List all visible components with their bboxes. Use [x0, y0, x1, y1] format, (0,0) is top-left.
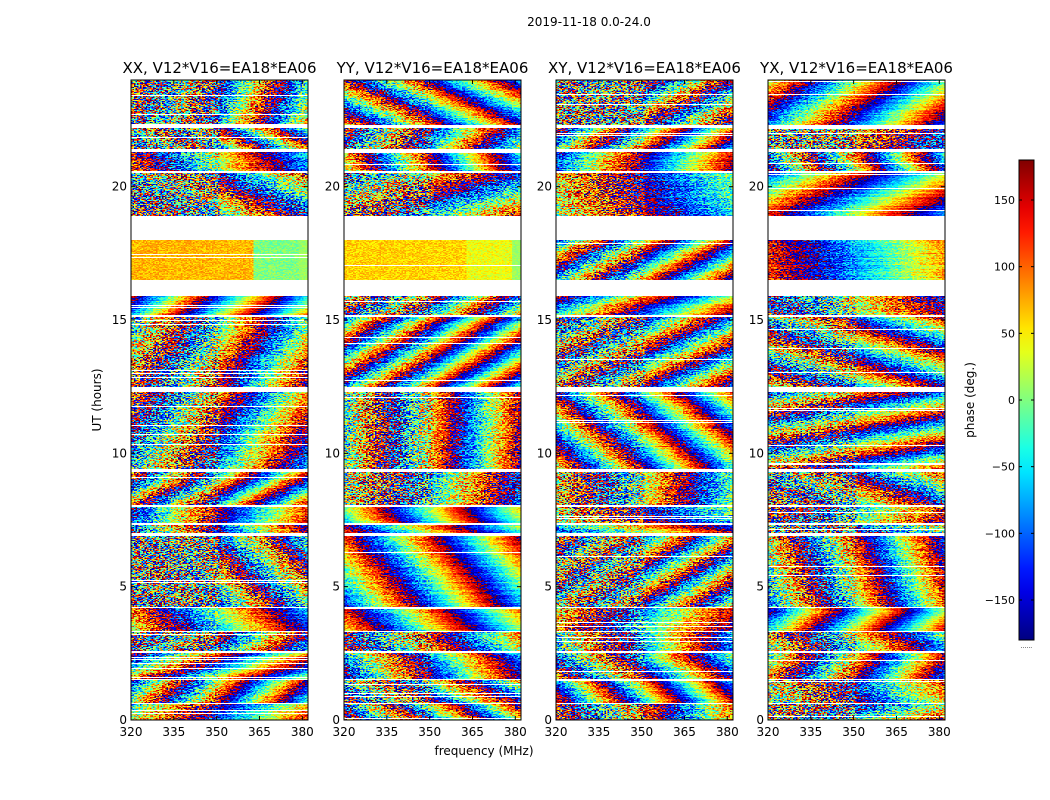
y-tick-label: 10 — [749, 446, 764, 460]
phase-heatmap — [344, 80, 521, 720]
y-tick-label: 10 — [112, 446, 127, 460]
phase-heatmap — [768, 80, 945, 720]
panel-frame — [767, 79, 946, 721]
panel-yy: YY, V12*V16=EA18*EA06 320 335 350 365 380 0 5 10… — [325, 59, 529, 739]
panel-yx: YX, V12*V16=EA18*EA06 320 335 350 365 380 0 5 10… — [749, 59, 953, 739]
y-tick-label: 10 — [537, 446, 552, 460]
panel-title: YX, V12*V16=EA18*EA06 — [759, 59, 953, 77]
panel-xy: XY, V12*V16=EA18*EA06 320 335 350 365 380 0 5 10… — [537, 59, 741, 739]
colorbar-tick-label: 0 — [1008, 394, 1015, 407]
y-tick-label: 10 — [325, 446, 340, 460]
x-tick-label: 335 — [162, 725, 185, 739]
colorbar-tick-label: −50 — [992, 461, 1015, 474]
y-tick-label: 15 — [112, 313, 127, 327]
y-tick-label: 5 — [756, 580, 764, 594]
panel-title: XY, V12*V16=EA18*EA06 — [548, 59, 741, 77]
y-tick-label: 20 — [325, 180, 340, 194]
panels-group: XX, V12*V16=EA18*EA06 320 335 350 365 380 0 5 10… — [112, 59, 953, 739]
colorbar-tick-label: 100 — [994, 261, 1015, 274]
panel-title: XX, V12*V16=EA18*EA06 — [122, 59, 316, 77]
y-tick-label: 20 — [537, 180, 552, 194]
y-tick-label: 20 — [749, 180, 764, 194]
panel-frame — [555, 79, 734, 721]
x-axis-label: frequency (MHz) — [434, 744, 533, 758]
x-tick-label: 320 — [757, 725, 780, 739]
x-tick-label: 335 — [799, 725, 822, 739]
colorbar-tick-label: −100 — [985, 527, 1015, 540]
x-tick-label: 320 — [333, 725, 356, 739]
y-tick-label: 5 — [332, 580, 340, 594]
colorbar-label: phase (deg.) — [963, 362, 977, 438]
x-tick-label: 335 — [587, 725, 610, 739]
phase-heatmap — [131, 80, 308, 720]
x-tick-label: 380 — [928, 725, 951, 739]
y-axis-label: UT (hours) — [90, 368, 104, 431]
y-tick-label: 15 — [749, 313, 764, 327]
y-tick-label: 5 — [119, 580, 127, 594]
colorbar-tick-label: 150 — [994, 194, 1015, 207]
y-tick-label: 15 — [537, 313, 552, 327]
x-tick-label: 350 — [630, 725, 653, 739]
colorbar-tick-label: 50 — [1001, 327, 1015, 340]
y-tick-label: 0 — [332, 713, 340, 727]
panel-frame — [130, 79, 309, 721]
x-tick-label: 380 — [504, 725, 527, 739]
colorbar: 150 100 50 0 −50 −100 −150...... — [985, 159, 1035, 650]
x-tick-label: 380 — [716, 725, 739, 739]
phase-heatmap — [556, 80, 733, 720]
x-tick-label: 320 — [545, 725, 568, 739]
panel-xx: XX, V12*V16=EA18*EA06 320 335 350 365 380 0 5 10… — [112, 59, 317, 739]
x-tick-label: 365 — [885, 725, 908, 739]
x-tick-label: 365 — [248, 725, 271, 739]
colorbar-tick-label: −150 — [985, 594, 1015, 607]
panel-title: YY, V12*V16=EA18*EA06 — [336, 59, 529, 77]
y-tick-label: 0 — [119, 713, 127, 727]
colorbar-gradient — [1019, 160, 1034, 640]
x-tick-label: 350 — [842, 725, 865, 739]
colorbar-under-marker: ...... — [1021, 643, 1033, 650]
figure-suptitle: 2019-11-18 0.0-24.0 — [527, 15, 651, 29]
x-tick-label: 350 — [418, 725, 441, 739]
x-tick-label: 350 — [205, 725, 228, 739]
panel-frame — [343, 79, 522, 721]
y-tick-label: 0 — [756, 713, 764, 727]
x-tick-label: 365 — [673, 725, 696, 739]
y-tick-label: 0 — [544, 713, 552, 727]
y-tick-label: 15 — [325, 313, 340, 327]
y-tick-label: 20 — [112, 180, 127, 194]
x-tick-label: 380 — [291, 725, 314, 739]
y-tick-label: 5 — [544, 580, 552, 594]
x-tick-label: 335 — [375, 725, 398, 739]
x-tick-label: 320 — [120, 725, 143, 739]
x-tick-label: 365 — [461, 725, 484, 739]
